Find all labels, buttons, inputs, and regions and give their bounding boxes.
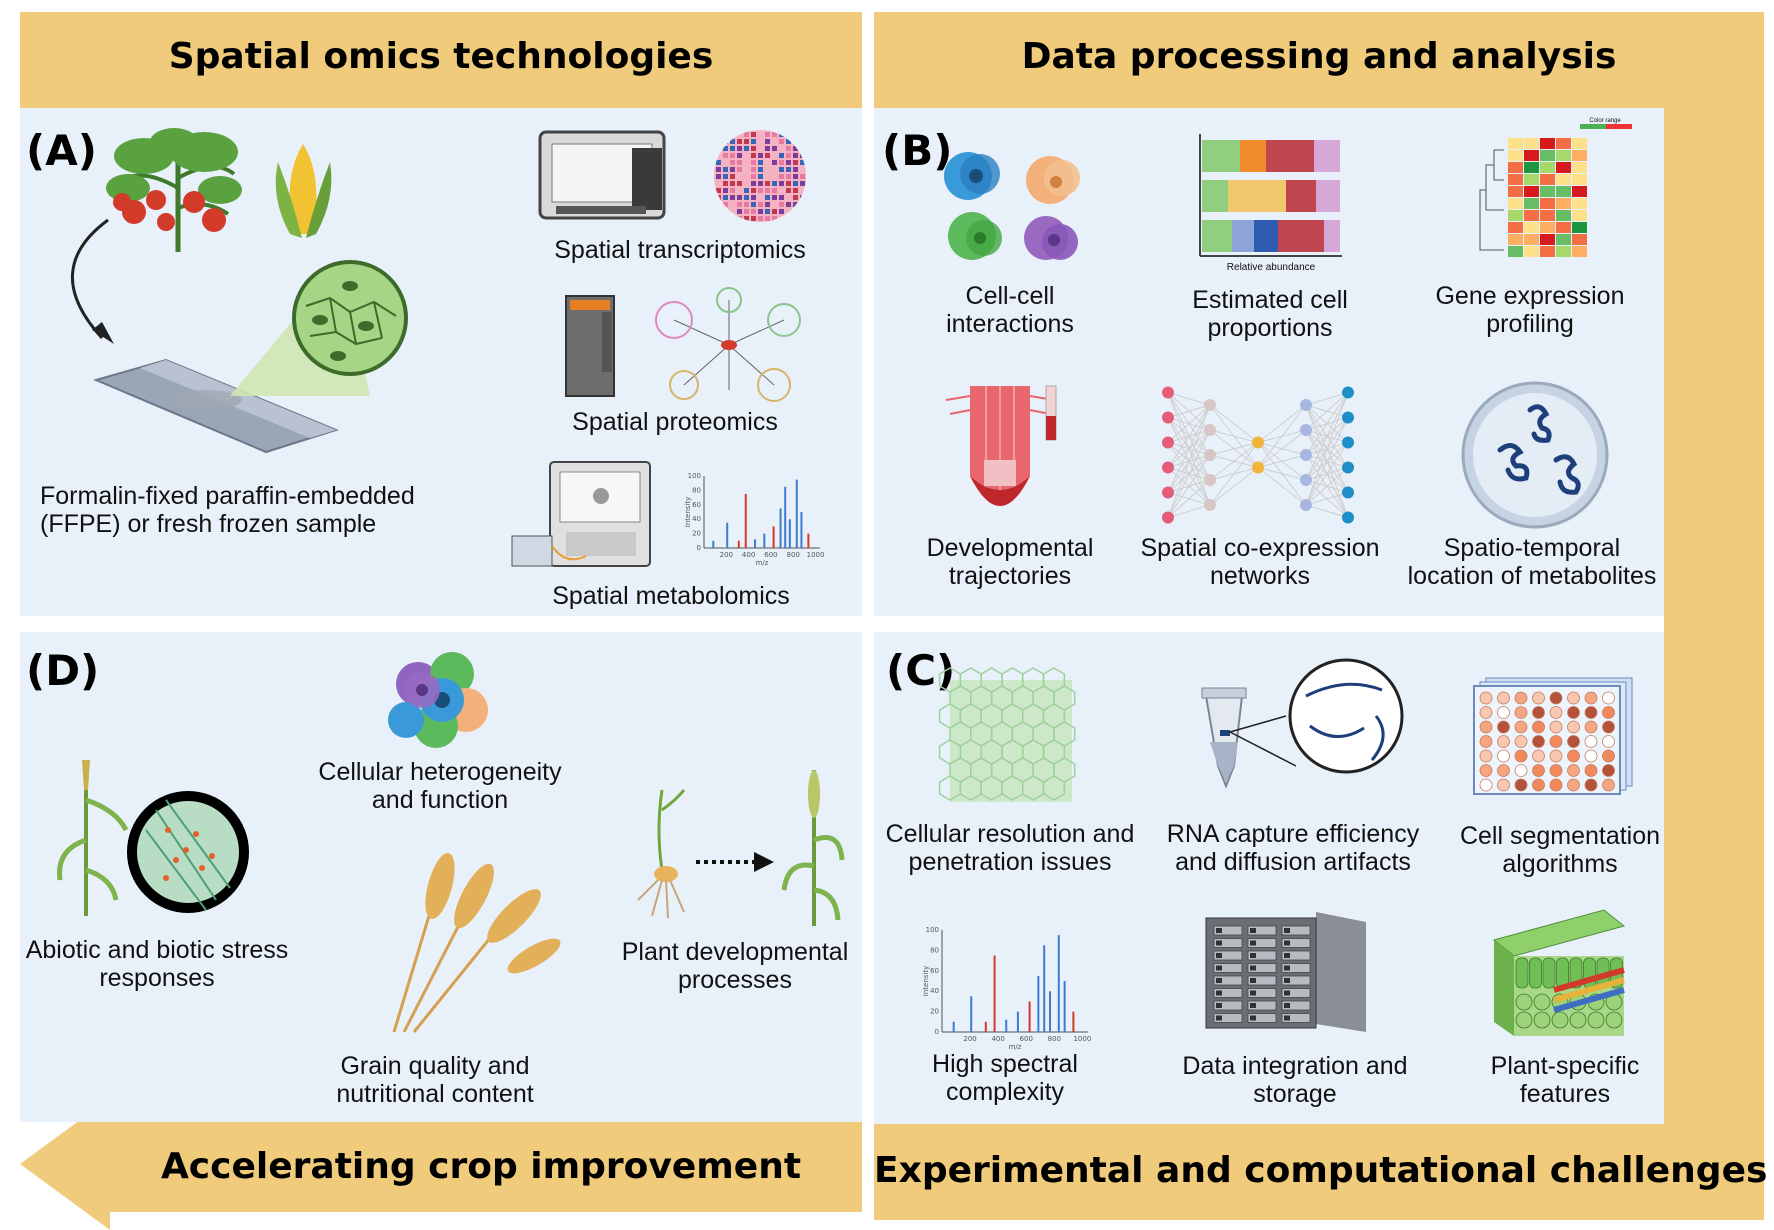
svg-text:800: 800 — [1048, 1035, 1061, 1043]
svg-text:600: 600 — [1020, 1035, 1033, 1043]
banner-title-data-processing: Data processing and analysis — [1021, 36, 1617, 77]
panel-letter-d: (D) — [26, 646, 100, 695]
svg-text:20: 20 — [930, 1008, 939, 1016]
svg-text:400: 400 — [742, 551, 755, 559]
svg-text:20: 20 — [692, 530, 701, 538]
banner-title-challenges: Experimental and computational challenge… — [874, 1150, 1768, 1191]
label-data-integration: Data integration and storage — [1182, 1052, 1408, 1108]
tissue-spot-array-icon — [714, 130, 806, 222]
protein-network-icon — [655, 287, 801, 402]
grain-bundle-icon — [392, 853, 561, 1033]
maldi-instrument-icon — [511, 461, 651, 567]
leaf-section-icon — [1492, 909, 1626, 1036]
label-gene-expression-profiling: Gene expression profiling — [1435, 282, 1625, 338]
well-plate-icon — [1473, 677, 1633, 795]
microscope-slide-icon — [93, 358, 339, 454]
svg-text:400: 400 — [991, 1035, 1004, 1043]
svg-text:80: 80 — [692, 486, 701, 494]
mass-spec-tower-icon — [565, 295, 615, 397]
tomato-plant-icon — [106, 128, 242, 252]
label-spatial-transcriptomics: Spatial transcriptomics — [554, 236, 806, 264]
label-ffpe-sample: Formalin-fixed paraffin-embedded (FFPE) … — [40, 482, 415, 538]
seedling-icon — [637, 789, 686, 919]
label-cellular-resolution: Cellular resolution and penetration issu… — [885, 820, 1135, 876]
curved-arrow-icon — [70, 218, 114, 344]
sequencer-instrument-icon — [538, 130, 666, 220]
neural-network-icon — [1162, 386, 1354, 524]
cell-heterogeneity-icon — [388, 652, 488, 748]
svg-text:200: 200 — [720, 551, 733, 559]
svg-text:0: 0 — [697, 544, 701, 552]
label-cellular-heterogeneity: Cellular heterogeneity and function — [318, 758, 562, 814]
label-heatmap-legend: Color range — [1589, 118, 1621, 124]
label-developmental-trajectories: Developmental trajectories — [926, 534, 1094, 590]
label-plant-developmental: Plant developmental processes — [621, 938, 849, 994]
svg-text:m/z: m/z — [756, 559, 769, 567]
svg-text:1000: 1000 — [807, 551, 825, 559]
svg-text:40: 40 — [692, 515, 701, 523]
label-relative-abundance: Relative abundance — [1226, 262, 1316, 273]
banner-right-arrow — [874, 12, 1764, 108]
svg-text:1000: 1000 — [1073, 1035, 1091, 1043]
label-spatial-coexpression-networks: Spatial co-expression networks — [1140, 534, 1380, 590]
root-tip-icon — [945, 385, 1057, 506]
wheat-leaf-icon — [57, 760, 249, 916]
corn-icon — [275, 144, 332, 238]
cell-cluster-icon — [944, 152, 1080, 260]
svg-text:0: 0 — [935, 1028, 939, 1036]
svg-text:Intensity: Intensity — [922, 966, 930, 996]
svg-text:60: 60 — [692, 501, 701, 509]
svg-text:600: 600 — [764, 551, 777, 559]
dotted-arrow-icon — [696, 852, 774, 872]
panel-letter-a: (A) — [26, 126, 97, 175]
heatmap-icon — [1479, 124, 1632, 257]
label-estimated-cell-proportions: Estimated cell proportions — [1192, 286, 1348, 342]
wheat-plant-icon — [781, 770, 845, 926]
label-high-spectral-complexity: High spectral complexity — [932, 1050, 1078, 1106]
label-plant-specific-features: Plant-specific features — [1490, 1052, 1640, 1108]
label-spatial-proteomics: Spatial proteomics — [572, 408, 778, 436]
cell-mesh-icon — [938, 667, 1076, 802]
label-spatial-metabolomics: Spatial metabolomics — [552, 582, 790, 610]
svg-text:m/z: m/z — [1009, 1043, 1022, 1051]
banner-bottom-right — [874, 1124, 1764, 1220]
svg-text:Intensity: Intensity — [684, 497, 692, 527]
banner-top-left — [20, 12, 862, 108]
svg-text:100: 100 — [688, 472, 701, 480]
banner-title-crop-improvement: Accelerating crop improvement — [160, 1146, 802, 1187]
svg-text:200: 200 — [963, 1035, 976, 1043]
panel-letter-b: (B) — [882, 126, 953, 175]
svg-text:60: 60 — [930, 967, 939, 975]
metabolite-dish-icon — [1461, 381, 1609, 529]
label-cell-segmentation: Cell segmentation algorithms — [1459, 822, 1661, 878]
magnifier-icon — [230, 260, 408, 396]
svg-text:100: 100 — [926, 926, 939, 934]
banner-right-arrow-shaft — [1664, 12, 1764, 1220]
label-grain-quality: Grain quality and nutritional content — [336, 1052, 534, 1108]
label-rna-capture: RNA capture efficiency and diffusion art… — [1166, 820, 1420, 876]
panel-letter-c: (C) — [886, 646, 956, 695]
stacked-bar-icon — [1199, 134, 1342, 257]
svg-text:80: 80 — [930, 946, 939, 954]
label-cell-cell-interactions: Cell-cell interactions — [946, 282, 1074, 338]
label-spatiotemporal-metabolites: Spatio-temporal location of metabolites — [1407, 534, 1657, 590]
label-stress-responses: Abiotic and biotic stress responses — [25, 936, 289, 992]
tube-rna-icon — [1201, 658, 1404, 789]
server-rack-icon — [1205, 912, 1366, 1032]
svg-text:40: 40 — [930, 987, 939, 995]
svg-text:800: 800 — [787, 551, 800, 559]
banner-title-spatial-omics: Spatial omics technologies — [168, 36, 714, 77]
